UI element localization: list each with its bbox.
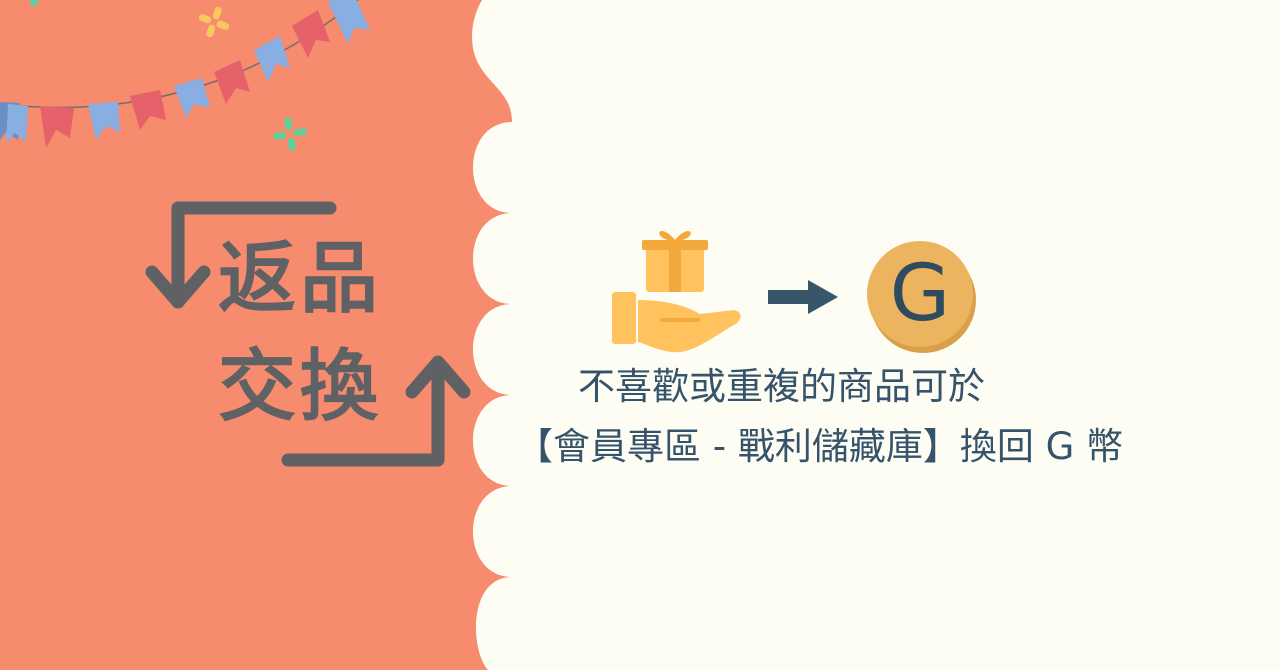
bunting-garland [0, 0, 370, 148]
bunting-flag [254, 36, 290, 82]
coin-letter: G [889, 249, 951, 339]
arrow-right-icon [768, 280, 838, 314]
g-coin-icon [867, 241, 976, 353]
bunting-flag [6, 104, 28, 143]
gift-on-hand-icon [612, 231, 741, 353]
sparkle-yellow-icon [198, 6, 230, 38]
description-line-1: 不喜歡或重複的商品可於 [578, 365, 985, 408]
bunting-flag [214, 60, 250, 104]
bunting-flag [328, 0, 370, 44]
title-return: 返品 [218, 234, 383, 324]
bunting-flag [292, 10, 330, 58]
return-exchange-arrows-icon [145, 201, 471, 467]
sparkle-dot [30, 0, 38, 6]
bunting-flag [40, 106, 74, 148]
bunting-flag [88, 102, 120, 140]
title-exchange: 交換 [218, 342, 383, 432]
bunting-flag [174, 78, 210, 118]
description-line-2: 【會員專區 - 戰利儲藏庫】換回 G 幣 [516, 425, 1124, 468]
bunting-flag [130, 90, 166, 130]
scalloped-left-panel [0, 0, 512, 670]
sparkle-green-icon [273, 117, 307, 151]
